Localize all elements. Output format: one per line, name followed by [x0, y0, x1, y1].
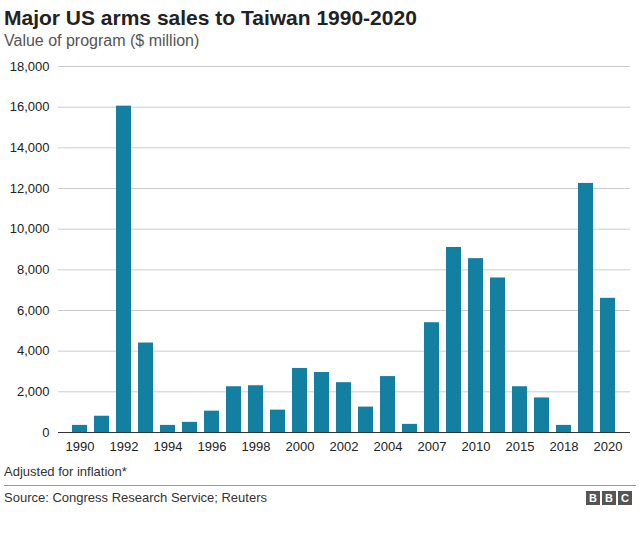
svg-text:2018: 2018 [550, 439, 579, 454]
svg-text:4,000: 4,000 [17, 343, 50, 358]
svg-text:1992: 1992 [110, 439, 139, 454]
html-text:Adjusted for inflation*: Adjusted for inflation* [4, 464, 127, 479]
svg-text:6,000: 6,000 [17, 303, 50, 318]
svg-text:2004: 2004 [374, 439, 403, 454]
svg-text:1994: 1994 [154, 439, 183, 454]
svg-text:10,000: 10,000 [10, 221, 50, 236]
html-text:B: B [589, 491, 597, 504]
svg-text:1996: 1996 [198, 439, 227, 454]
svg-text:1998: 1998 [242, 439, 271, 454]
svg-text:18,000: 18,000 [10, 59, 50, 74]
html-text:C: C [621, 491, 629, 504]
svg-text:2000: 2000 [286, 439, 315, 454]
svg-text:12,000: 12,000 [10, 181, 50, 196]
svg-text:1990: 1990 [66, 439, 95, 454]
svg-text:14,000: 14,000 [10, 140, 50, 155]
svg-text:2015: 2015 [506, 439, 535, 454]
html-text:Major US arms sales to Taiwan: Major US arms sales to Taiwan 1990-2020 [4, 6, 417, 29]
html-text:Source: Congress Research Serv: Source: Congress Research Service; Reute… [4, 490, 267, 505]
svg-text:2010: 2010 [462, 439, 491, 454]
svg-text:2002: 2002 [330, 439, 359, 454]
html-text:B: B [605, 491, 613, 504]
svg-text:2,000: 2,000 [17, 384, 50, 399]
svg-text:2007: 2007 [418, 439, 447, 454]
svg-text:8,000: 8,000 [17, 262, 50, 277]
html-text:Value of program ($ million): Value of program ($ million) [4, 32, 200, 49]
svg-text:0: 0 [42, 425, 49, 440]
svg-text:2020: 2020 [594, 439, 623, 454]
svg-text:16,000: 16,000 [10, 99, 50, 114]
